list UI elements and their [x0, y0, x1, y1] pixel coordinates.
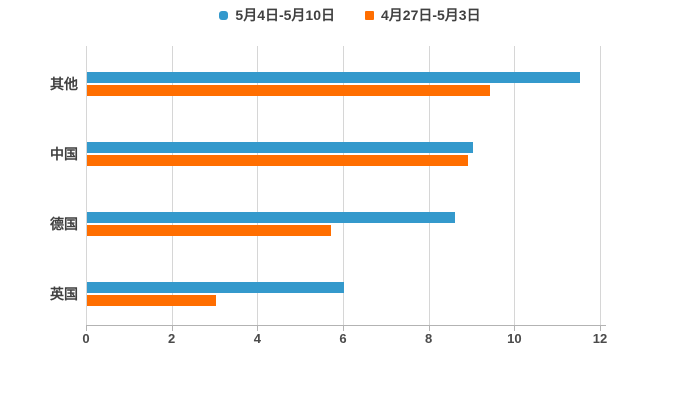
bar-s1-row0[interactable]: [87, 72, 580, 84]
x-tick-label: 12: [592, 331, 608, 346]
bar-s2-row2[interactable]: [87, 224, 332, 236]
bar-s2-row3[interactable]: [87, 294, 216, 306]
gridline: [171, 46, 173, 325]
legend-label-series2: 4月27日-5月3日: [381, 7, 481, 23]
x-tick-label: 10: [507, 331, 522, 346]
gridline: [343, 46, 344, 325]
x-axis-tick: [86, 326, 87, 331]
x-axis-line: [86, 325, 606, 326]
category-label: 英国: [50, 285, 78, 302]
legend: 5月4日-5月10日 4月27日-5月3日: [0, 5, 700, 25]
category-label: 其他: [50, 76, 78, 93]
category-label: 中国: [50, 146, 78, 163]
x-axis-tick: [257, 326, 259, 331]
x-tick-label: 6: [339, 331, 347, 346]
x-tick-label: 8: [425, 331, 433, 346]
x-axis-tick: [514, 326, 516, 331]
plot-area: [86, 46, 601, 325]
category-label: 德国: [50, 215, 78, 232]
gridline: [86, 46, 87, 325]
gridline: [257, 46, 259, 325]
x-axis-tick: [171, 326, 173, 331]
x-tick-label: 0: [82, 331, 90, 346]
legend-label-series1: 5月4日-5月10日: [235, 7, 335, 23]
x-tick-label: 4: [253, 331, 261, 346]
x-axis-tick: [600, 326, 601, 331]
bar-s2-row0[interactable]: [87, 85, 490, 97]
x-tick-label: 2: [168, 331, 176, 346]
bar-s1-row3[interactable]: [87, 281, 344, 293]
gridline: [600, 46, 601, 325]
x-axis-tick: [343, 326, 344, 331]
bar-s1-row1[interactable]: [87, 142, 473, 154]
series2-marker-icon: [365, 10, 374, 20]
gridline: [428, 46, 430, 325]
legend-item-week-previous[interactable]: 4月27日-5月3日: [365, 5, 481, 25]
bar-s2-row1[interactable]: [87, 155, 469, 167]
legend-item-week-current[interactable]: 5月4日-5月10日: [219, 5, 335, 25]
x-axis-tick: [428, 326, 430, 331]
gridline: [514, 46, 516, 325]
series1-marker-icon: [219, 10, 229, 20]
bar-s1-row2[interactable]: [87, 211, 456, 223]
